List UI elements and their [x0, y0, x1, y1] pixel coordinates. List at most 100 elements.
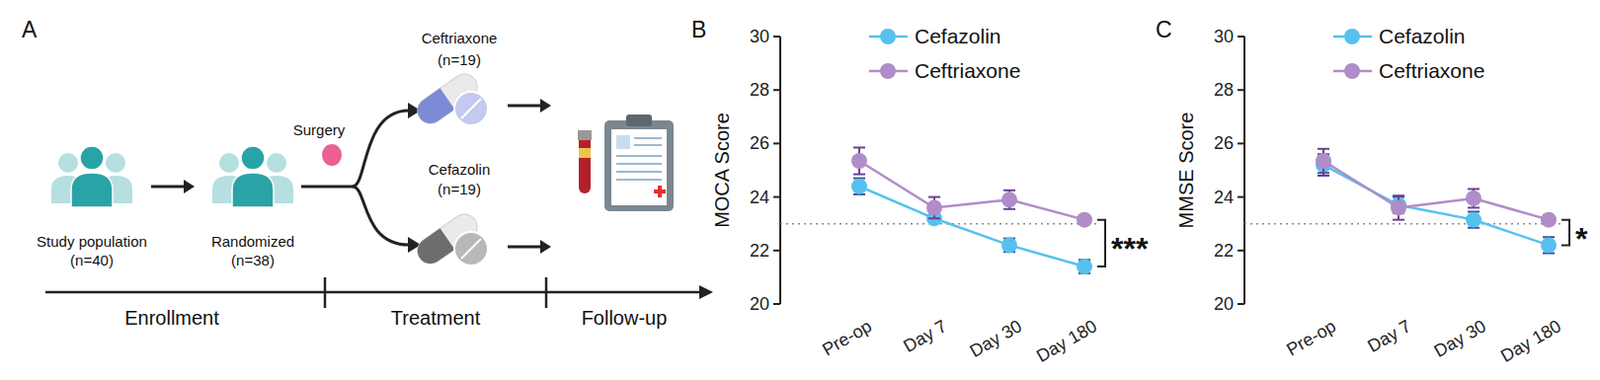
error-cap — [1317, 174, 1330, 177]
timeline-stage: Follow-up — [581, 307, 668, 329]
tablet-score — [461, 239, 481, 259]
y-tick — [773, 303, 781, 306]
arrow-head — [540, 98, 552, 113]
error-cap — [1003, 189, 1016, 192]
y-axis-title: MMSE Score — [1175, 112, 1198, 230]
data-point — [1390, 199, 1407, 216]
arm-count: (n=19) — [437, 51, 481, 69]
person-head — [80, 146, 104, 170]
data-point — [1076, 258, 1093, 275]
chart-panel: B202224262830MOCA ScorePre-opDay 7Day 30… — [691, 16, 1149, 367]
legend-label: Ceftriaxone — [1378, 59, 1485, 82]
y-tick — [773, 249, 781, 252]
plot-data — [851, 147, 1093, 275]
data-point — [1315, 153, 1332, 169]
clipboard-line — [616, 170, 662, 173]
arrow-line — [507, 245, 544, 249]
y-tick — [1237, 303, 1245, 306]
panel-label: C — [1155, 16, 1173, 43]
y-tick-label: 26 — [749, 133, 770, 154]
person-head — [105, 153, 126, 173]
tube-cap — [577, 130, 592, 141]
test-tube-icon — [577, 130, 592, 194]
tube-label — [578, 148, 591, 159]
person-head — [240, 146, 265, 170]
clipboard-clip — [626, 114, 652, 127]
event-label: Surgery — [293, 121, 346, 139]
significance-stars: *** — [1111, 231, 1149, 267]
error-cap — [853, 173, 866, 176]
y-axis-line — [1243, 36, 1246, 305]
branch-curve — [352, 186, 409, 245]
node-count: (n=38) — [231, 251, 275, 269]
clipboard-line — [616, 162, 662, 165]
y-tick-label: 24 — [749, 187, 770, 208]
y-tick-label: 22 — [1213, 240, 1234, 261]
person-head — [219, 153, 240, 173]
timeline-stage: Treatment — [391, 307, 481, 329]
timeline-axis — [45, 291, 704, 295]
y-tick-label: 28 — [1213, 80, 1234, 100]
data-point — [1465, 212, 1482, 229]
timeline-arrow — [699, 285, 714, 300]
series-line — [1323, 164, 1549, 245]
capsule-half — [412, 228, 456, 269]
clipboard-cross — [653, 185, 666, 198]
panel-a: AStudy population(n=40)Randomized(n=38)S… — [21, 16, 714, 329]
y-tick — [773, 142, 781, 145]
legend-marker — [880, 63, 896, 80]
pill-icon — [412, 69, 488, 129]
tablet — [454, 91, 488, 126]
data-point — [926, 199, 943, 216]
plot-data — [1315, 149, 1557, 254]
arrow-line — [507, 104, 544, 108]
people-icon — [212, 146, 294, 208]
legend-label: Cefazolin — [914, 24, 1002, 48]
legend-marker — [1344, 28, 1360, 45]
node-count: (n=40) — [70, 251, 114, 269]
x-tick-label: Pre-op — [1282, 316, 1340, 360]
error-cap — [1467, 187, 1480, 190]
error-cap — [1392, 194, 1405, 197]
y-tick — [1237, 196, 1245, 199]
error-cap — [1317, 148, 1330, 151]
significance-bracket — [1561, 220, 1570, 246]
arm-label: Ceftriaxone — [421, 29, 498, 47]
clipboard-paper — [611, 129, 667, 206]
tablet-score — [461, 98, 481, 119]
timeline-divider — [545, 277, 549, 309]
clipboard-photo — [616, 135, 631, 150]
clipboard-icon — [604, 114, 674, 212]
data-point — [1540, 212, 1557, 229]
clipboard-line — [616, 155, 662, 158]
y-axis-title: MOCA Score — [711, 112, 733, 229]
figure: AStudy population(n=40)Randomized(n=38)S… — [0, 0, 1600, 380]
legend-label: Cefazolin — [1378, 24, 1466, 48]
legend-marker — [880, 28, 896, 45]
y-axis-line — [779, 36, 782, 305]
person-body — [71, 172, 113, 208]
arrow-head — [540, 240, 552, 254]
person-head — [266, 153, 287, 173]
reference-line — [1244, 223, 1563, 226]
series — [1315, 149, 1557, 229]
x-tick-label: Day 180 — [1497, 316, 1565, 367]
people-icon — [51, 146, 133, 208]
timeline-divider — [323, 277, 327, 309]
person-head — [58, 153, 79, 173]
arm-label: Cefazolin — [428, 160, 491, 178]
y-tick — [1237, 88, 1245, 91]
y-tick — [1237, 35, 1245, 38]
page: {"diagram": {"panel_label": "A", "nodes"… — [0, 0, 1600, 380]
tube-body — [578, 140, 591, 194]
series-line — [859, 186, 1085, 267]
series — [851, 178, 1093, 275]
y-tick-label: 30 — [749, 26, 770, 47]
tablet-body — [454, 232, 488, 266]
error-cap — [1467, 206, 1480, 209]
y-tick-label: 24 — [1213, 187, 1234, 208]
branch-line — [301, 185, 354, 189]
surgery-dot — [321, 144, 342, 166]
panel-label: A — [21, 16, 38, 43]
error-cap — [1317, 171, 1330, 174]
